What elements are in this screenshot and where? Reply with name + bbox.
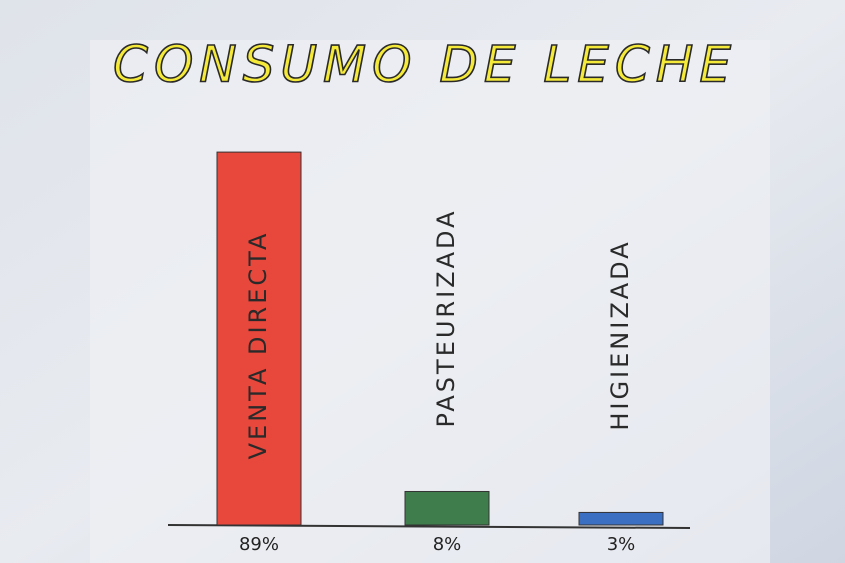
chart-title: CONSUMO DE LECHE	[113, 36, 737, 94]
category-label: VENTA DIRECTA	[244, 231, 272, 460]
sheet	[90, 40, 770, 563]
chart: CONSUMO DE LECHE VENTA DIRECTA 89% PASTEUR…	[0, 0, 845, 563]
value-label: 3%	[607, 534, 636, 555]
bar	[579, 512, 663, 525]
value-label: 89%	[239, 534, 279, 555]
page: CONSUMO DE LECHE VENTA DIRECTA 89% PASTEUR…	[0, 0, 845, 563]
value-label: 8%	[433, 534, 462, 555]
category-label: HIGIENIZADA	[606, 239, 634, 430]
bar	[405, 491, 489, 525]
category-label: PASTEURIZADA	[432, 208, 460, 427]
